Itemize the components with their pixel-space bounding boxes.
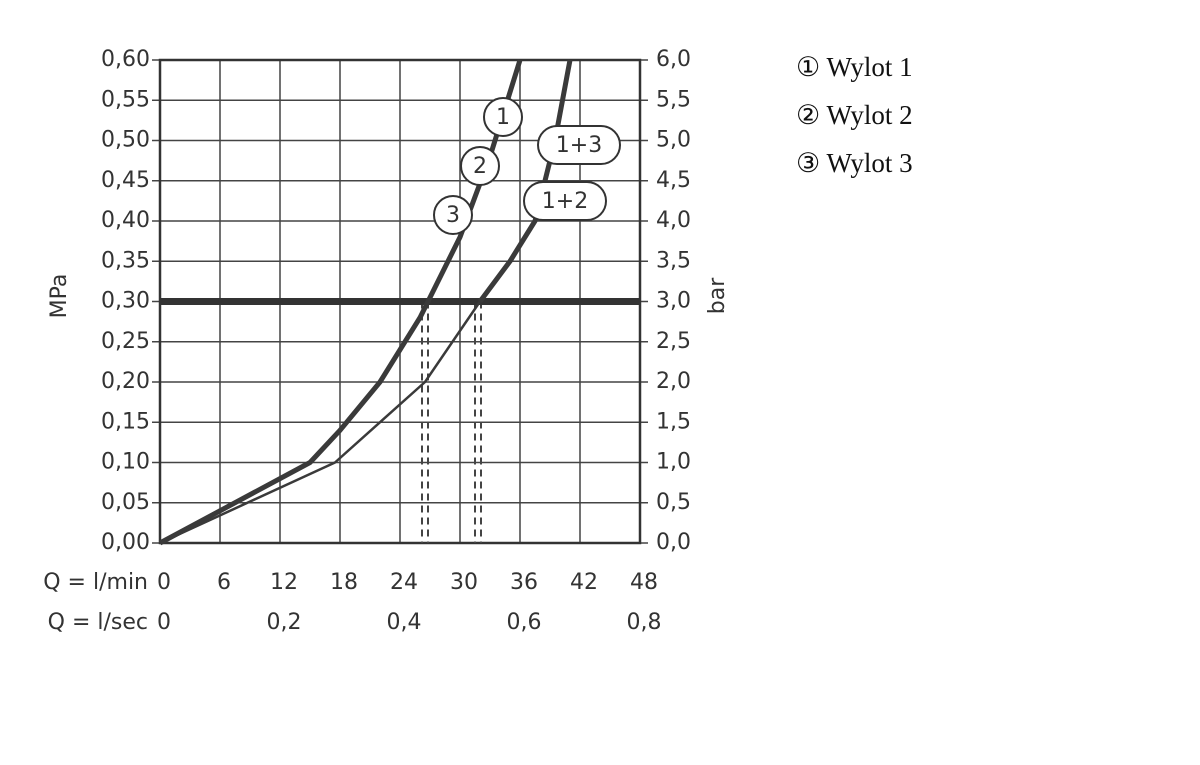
x-tick-label: 6 [217, 570, 231, 595]
y-tick-label: 0,35 [101, 248, 150, 273]
y2-tick-label: 6,0 [656, 47, 691, 72]
y-axis-label: MPa [47, 274, 72, 319]
y-tick-label: 0,20 [101, 369, 150, 394]
x2-tick-label: 0,8 [627, 610, 662, 635]
y2-tick-label: 3,0 [656, 289, 691, 314]
curve-label: 1+2 [542, 189, 588, 214]
x-tick-label: 42 [570, 570, 598, 595]
curve [379, 300, 431, 383]
x-tick-label: 30 [450, 570, 478, 595]
y-tick-label: 0,00 [101, 530, 150, 555]
y-tick-label: 0,50 [101, 128, 150, 153]
x2-tick-label: 0,2 [267, 610, 302, 635]
curve-label-bubble [483, 97, 523, 137]
x-tick-label: 24 [390, 570, 418, 595]
x2-tick-label: 0,6 [507, 610, 542, 635]
x2-tick-label: 0 [157, 610, 171, 635]
y2-tick-label: 5,0 [656, 128, 691, 153]
x-tick-label: 0 [157, 570, 171, 595]
y2-tick-label: 2,0 [656, 369, 691, 394]
y2-tick-label: 4,5 [656, 168, 691, 193]
curve-label: 1 [496, 105, 510, 130]
curve-label: 1+3 [556, 133, 602, 158]
legend-item: ① Wylot 1 [796, 52, 913, 82]
x-tick-label: 18 [330, 570, 358, 595]
y2-tick-label: 5,5 [656, 87, 691, 112]
y2-tick-label: 0,0 [656, 530, 691, 555]
legend-item: ② Wylot 2 [796, 100, 913, 130]
curve-label: 2 [473, 154, 487, 179]
curve-label-bubble [460, 146, 500, 186]
x2-axis-label: Q = l/sec [48, 610, 148, 635]
y-tick-label: 0,25 [101, 329, 150, 354]
curve-label-bubble [537, 125, 621, 165]
x-axis-label: Q = l/min [43, 570, 148, 595]
x-tick-label: 36 [510, 570, 538, 595]
y2-tick-label: 2,5 [656, 329, 691, 354]
curve [159, 300, 482, 545]
y2-axis-label: bar [705, 277, 730, 314]
y2-tick-label: 1,0 [656, 450, 691, 475]
x-tick-label: 12 [270, 570, 298, 595]
legend-item: ③ Wylot 3 [796, 148, 913, 178]
y-tick-label: 0,15 [101, 409, 150, 434]
curve-label-bubble [523, 181, 607, 221]
curve-label: 3 [446, 203, 460, 228]
y-tick-label: 0,10 [101, 450, 150, 475]
y-tick-label: 0,45 [101, 168, 150, 193]
y-tick-label: 0,60 [101, 47, 150, 72]
y2-tick-label: 4,0 [656, 208, 691, 233]
x-tick-label: 48 [630, 570, 658, 595]
y-tick-label: 0,55 [101, 87, 150, 112]
y-tick-label: 0,40 [101, 208, 150, 233]
y2-tick-label: 1,5 [656, 409, 691, 434]
y-tick-label: 0,30 [101, 289, 150, 314]
y-tick-label: 0,05 [101, 490, 150, 515]
x2-tick-label: 0,4 [387, 610, 422, 635]
curve-label-bubble [433, 195, 473, 235]
y2-tick-label: 3,5 [656, 248, 691, 273]
curve [477, 59, 573, 303]
y2-tick-label: 0,5 [656, 490, 691, 515]
